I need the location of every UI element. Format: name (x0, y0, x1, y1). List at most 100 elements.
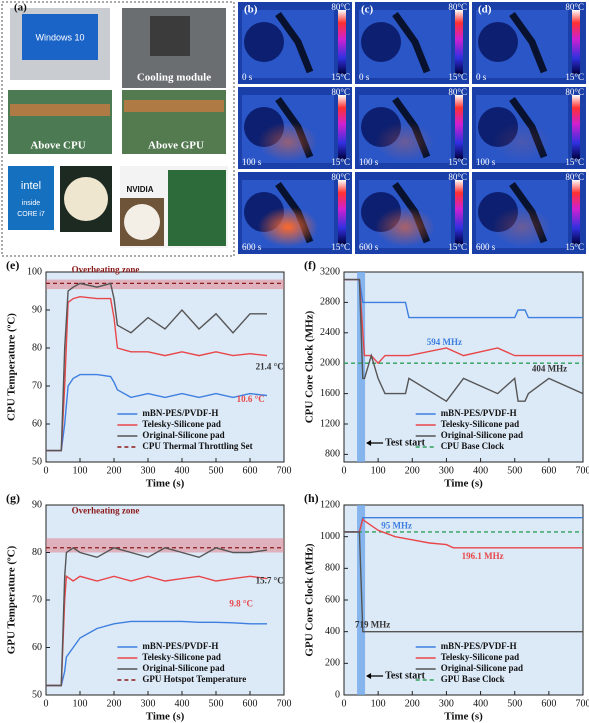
x-tick-label: 300 (439, 465, 454, 476)
time-label: 600 s (242, 242, 262, 252)
legend-label: GPU Base Clock (441, 674, 505, 684)
charts: 0 100 200 300 400 500 600 7005060708090100mBN-P… (6, 258, 589, 723)
y-tick-label: 60 (32, 642, 42, 653)
arrow-head (366, 440, 372, 446)
panel-label: (g) (6, 491, 20, 505)
legend-label: Telesky-Silicone pad (441, 652, 519, 662)
scale-max: 80°C (448, 172, 467, 182)
panel-label: (c) (361, 4, 374, 16)
x-axis-label: Time (s) (146, 478, 185, 490)
panel-label: (e) (6, 258, 19, 272)
scale-max: 80°C (448, 2, 467, 12)
time-label: 600 s (359, 242, 379, 252)
scale-min: 15°C (448, 157, 467, 167)
scale-min: 15°C (448, 242, 467, 252)
x-tick-label: 0 (342, 698, 347, 709)
annotation: Test start (385, 437, 426, 448)
scale-max: 80°C (331, 172, 350, 182)
legend-label: Original-Silicone pad (142, 430, 224, 440)
panel-label: (d) (478, 4, 492, 16)
y-tick-label: 90 (32, 499, 42, 510)
series-line (46, 546, 268, 687)
x-tick-label: 0 (44, 698, 49, 709)
annotation: 10.6 °C (237, 394, 265, 404)
series-line (344, 278, 583, 365)
scale-max: 80°C (565, 2, 584, 12)
y-tick-label: 200 (325, 658, 340, 669)
legend-label: CPU Base Clock (441, 441, 505, 451)
y-tick-label: 800 (325, 449, 340, 460)
x-tick-label: 0 (342, 465, 347, 476)
fan (361, 22, 401, 62)
y-tick-label: 2000 (320, 357, 340, 368)
y-tick-label: 1000 (320, 531, 340, 542)
plot-background (45, 504, 285, 696)
y-tick-label: 80 (32, 342, 42, 353)
x-tick-label: 400 (175, 465, 190, 476)
color-bar (455, 95, 463, 159)
x-tick-label: 500 (209, 698, 224, 709)
intel-logo (8, 166, 54, 230)
y-tick-label: 1600 (320, 388, 340, 399)
x-axis-label: Time (s) (444, 711, 483, 723)
annotation: 21.4 °C (256, 362, 284, 372)
color-bar (572, 10, 580, 74)
y-tick-label: 100 (27, 266, 42, 277)
time-label: 0 s (359, 72, 370, 82)
time-label: 100 s (242, 157, 262, 167)
x-tick-label: 100 (73, 465, 88, 476)
laptop-screen (22, 14, 98, 60)
scale-min: 15°C (565, 157, 584, 167)
x-tick-label: 700 (277, 698, 292, 709)
hot-spot (375, 122, 435, 162)
y-tick-label: 1200 (320, 499, 340, 510)
x-tick-label: 700 (576, 698, 589, 709)
legend-label: Original-Silicone pad (142, 663, 224, 673)
time-label: 0 s (242, 72, 253, 82)
y-tick-label: 0 (335, 689, 340, 700)
series-line (46, 575, 268, 687)
overheating-band (46, 538, 284, 553)
x-tick-label: 200 (107, 465, 122, 476)
hot-spot (258, 207, 318, 247)
x-tick-label: 600 (243, 465, 258, 476)
pad (64, 177, 108, 221)
y-tick-label: 2400 (320, 327, 340, 338)
plot-background (343, 504, 584, 696)
panel-label: (a) (14, 2, 27, 14)
scale-min: 15°C (565, 72, 584, 82)
y-tick-label: 60 (32, 418, 42, 429)
fan (478, 22, 518, 62)
fan (150, 16, 190, 56)
series-line (344, 531, 583, 633)
x-tick-label: 300 (141, 698, 156, 709)
x-tick-label: 200 (405, 698, 420, 709)
series-line (344, 518, 583, 549)
x-tick-label: 200 (107, 698, 122, 709)
caption: Above CPU (30, 140, 85, 152)
y-tick-label: 400 (325, 626, 340, 637)
time-label: 0 s (476, 72, 487, 82)
caption: Cooling module (137, 72, 211, 84)
hot-spot (492, 122, 552, 162)
color-bar (455, 180, 463, 244)
panel-label: (b) (244, 4, 258, 16)
x-tick-label: 700 (576, 465, 589, 476)
legend-label: Telesky-Silicone pad (142, 419, 220, 429)
color-bar (338, 10, 346, 74)
y-tick-label: 600 (325, 594, 340, 605)
y-tick-label: 70 (32, 380, 42, 391)
x-tick-label: 400 (473, 698, 488, 709)
annotation: 196.1 MHz (462, 551, 504, 561)
y-tick-label: 70 (32, 594, 42, 605)
plot-background (45, 271, 285, 463)
scale-min: 15°C (331, 157, 350, 167)
scale-max: 80°C (331, 2, 350, 12)
scale-min: 15°C (331, 242, 350, 252)
x-tick-label: 0 (44, 465, 49, 476)
scale-max: 80°C (565, 87, 584, 97)
x-tick-label: 400 (175, 698, 190, 709)
heatpipe (392, 11, 431, 74)
x-axis-label: Time (s) (146, 711, 185, 723)
color-bar (338, 180, 346, 244)
